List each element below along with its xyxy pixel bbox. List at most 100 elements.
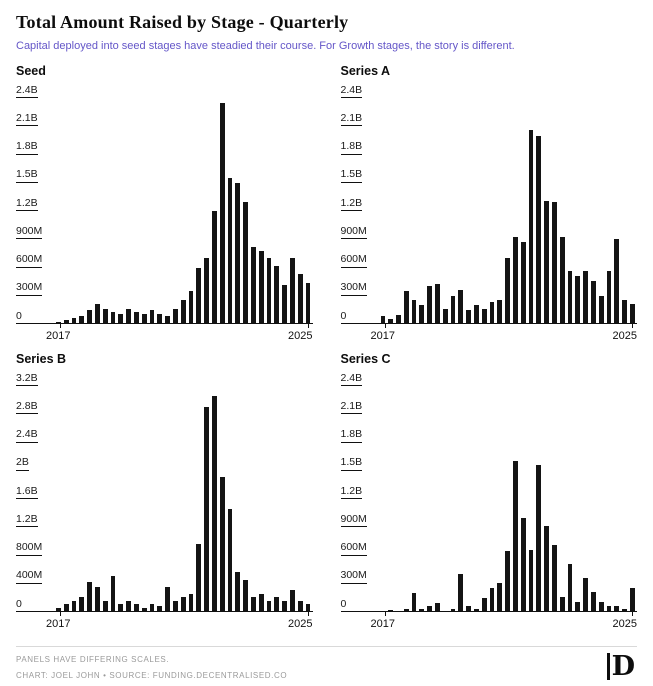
bar bbox=[528, 130, 534, 324]
bar bbox=[497, 299, 503, 324]
bar bbox=[559, 237, 565, 324]
y-tick-900M: 900M bbox=[340, 222, 367, 240]
bar bbox=[79, 315, 85, 324]
bar bbox=[411, 593, 417, 612]
bar bbox=[481, 597, 487, 612]
x-tick-start bbox=[384, 324, 386, 328]
bar bbox=[435, 284, 440, 324]
x-tick-end bbox=[632, 324, 633, 328]
y-tick-600M: 600M bbox=[340, 250, 367, 268]
credit-line: CHART: JOEL JOHN • SOURCE: FUNDING.DECEN… bbox=[16, 671, 288, 680]
bar bbox=[591, 592, 596, 612]
bar bbox=[87, 309, 92, 324]
bar bbox=[297, 600, 303, 612]
y-tick-400M: 400M bbox=[16, 566, 43, 584]
bar bbox=[559, 596, 565, 612]
bar bbox=[505, 550, 511, 612]
bar bbox=[427, 286, 433, 324]
bar bbox=[403, 291, 409, 324]
bar bbox=[505, 258, 511, 324]
bar bbox=[274, 265, 280, 324]
x-tick-start bbox=[60, 324, 61, 328]
bar bbox=[380, 316, 386, 324]
bar bbox=[536, 465, 542, 612]
chart-footer: PANELS HAVE DIFFERING SCALES. CHART: JOE… bbox=[16, 646, 637, 680]
bar bbox=[274, 597, 280, 612]
bar bbox=[266, 258, 272, 324]
bar bbox=[243, 201, 248, 324]
panels-grid: Seed 2.4B 2.1B 1.8B 1.5B 1.2B 900M 600M 300M 0 2… bbox=[16, 64, 637, 630]
bar bbox=[79, 597, 85, 612]
bar bbox=[598, 601, 604, 612]
bar bbox=[528, 549, 534, 612]
bar bbox=[419, 305, 425, 324]
bar bbox=[227, 178, 233, 324]
bar bbox=[141, 607, 147, 612]
bar bbox=[575, 601, 581, 612]
x-tick-end bbox=[307, 324, 309, 328]
bar bbox=[388, 319, 394, 324]
x-axis-labels: 2017 2025 bbox=[46, 618, 313, 630]
bar bbox=[258, 250, 264, 324]
bar bbox=[622, 299, 627, 324]
bar bbox=[630, 587, 635, 612]
bars bbox=[56, 98, 311, 324]
bar bbox=[305, 604, 311, 612]
bar bbox=[250, 597, 256, 612]
bar bbox=[118, 313, 124, 324]
bar bbox=[520, 517, 526, 612]
bar bbox=[435, 602, 440, 612]
x-label-start: 2017 bbox=[46, 330, 71, 342]
bar bbox=[282, 600, 287, 612]
bar bbox=[466, 309, 472, 324]
bar bbox=[102, 308, 108, 324]
x-tick-end bbox=[632, 612, 633, 616]
plot-area-series-b: 3.2B 2.8B 2.4B 2B 1.6B 1.2B 800M 400M 0 bbox=[16, 372, 313, 616]
bar bbox=[172, 600, 178, 612]
y-tick-0: 0 bbox=[16, 307, 22, 324]
y-tick-2.4B: 2.4B bbox=[340, 81, 363, 98]
bar bbox=[489, 587, 495, 612]
y-tick-1.5B: 1.5B bbox=[340, 165, 363, 183]
bar bbox=[466, 606, 472, 612]
x-label-end: 2025 bbox=[288, 618, 313, 630]
y-tick-2.4B: 2.4B bbox=[16, 425, 38, 443]
panel-title-seed: Seed bbox=[16, 64, 46, 78]
bar bbox=[118, 604, 124, 612]
bar bbox=[282, 285, 287, 324]
bar bbox=[622, 609, 627, 612]
y-tick-2B: 2B bbox=[16, 453, 29, 471]
bar bbox=[497, 582, 503, 612]
bar bbox=[188, 593, 194, 612]
bar bbox=[149, 604, 155, 612]
y-tick-600M: 600M bbox=[340, 538, 367, 556]
bar bbox=[450, 609, 456, 612]
bar bbox=[87, 582, 92, 612]
panel-title-series-c: Series C bbox=[340, 352, 391, 366]
bar bbox=[71, 318, 77, 324]
bar bbox=[102, 600, 108, 612]
bar bbox=[250, 246, 256, 324]
bar bbox=[536, 135, 542, 324]
bar bbox=[396, 314, 401, 324]
y-tick-0: 0 bbox=[340, 307, 347, 324]
plot-area-seed: 2.4B 2.1B 1.8B 1.5B 1.2B 900M 600M 300M 0 bbox=[16, 84, 313, 328]
bar bbox=[219, 102, 225, 324]
bar bbox=[297, 274, 303, 324]
bars bbox=[380, 386, 636, 612]
bar bbox=[235, 182, 241, 324]
bars bbox=[56, 386, 311, 612]
bar bbox=[126, 600, 131, 612]
chart-subtitle: Capital deployed into seed stages have s… bbox=[16, 40, 515, 52]
page-title: Total Amount Raised by Stage - Quarterly bbox=[16, 12, 349, 32]
panel-series-b: Series B 3.2B 2.8B 2.4B 2B 1.6B 1.2B 800M 400M 0… bbox=[16, 352, 313, 630]
bar bbox=[110, 575, 116, 612]
bar bbox=[567, 271, 573, 324]
bar bbox=[630, 304, 635, 324]
y-tick-900M: 900M bbox=[340, 510, 367, 528]
y-tick-300M: 300M bbox=[340, 278, 367, 296]
bar bbox=[204, 258, 209, 324]
x-axis-labels: 2017 2025 bbox=[371, 618, 638, 630]
y-tick-1.8B: 1.8B bbox=[16, 137, 38, 155]
bar bbox=[606, 271, 612, 324]
